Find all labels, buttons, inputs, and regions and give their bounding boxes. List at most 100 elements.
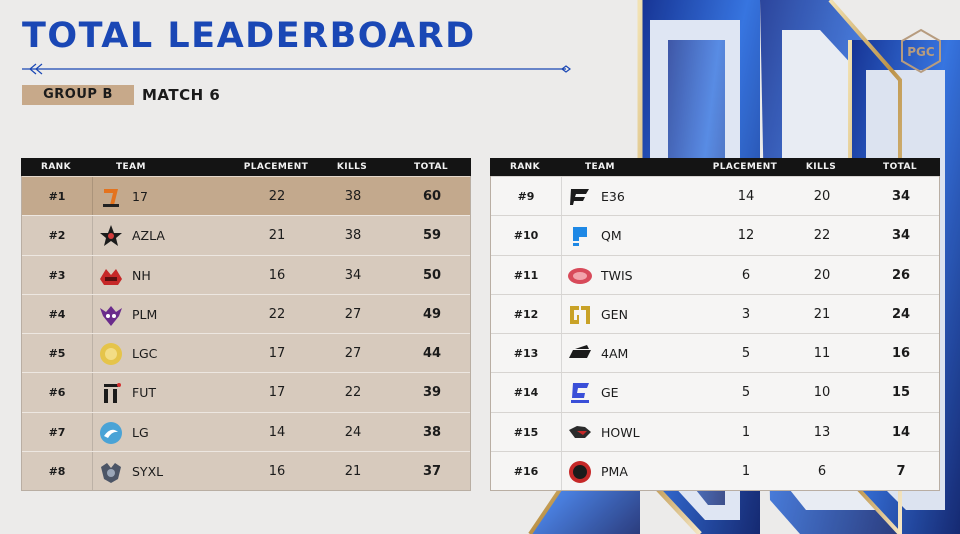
team-name: TWIS bbox=[601, 267, 633, 283]
total-cell: 50 bbox=[422, 267, 442, 283]
total-cell: 44 bbox=[422, 346, 442, 361]
team-name: FUT bbox=[132, 385, 156, 401]
placement-cell: 16 bbox=[268, 267, 286, 283]
total-cell: 15 bbox=[891, 385, 911, 401]
kills-cell: 38 bbox=[344, 189, 362, 204]
table-row: #11 TWIS 6 20 26 bbox=[491, 254, 939, 294]
kills-cell: 6 bbox=[817, 463, 827, 479]
placement-cell: 22 bbox=[268, 306, 286, 322]
placement-cell: 17 bbox=[268, 385, 286, 401]
table-row: #13 4AM 5 11 16 bbox=[491, 333, 939, 373]
total-cell: 59 bbox=[422, 228, 442, 244]
table-header: RANK TEAM PLACEMENT KILLS TOTAL bbox=[490, 158, 940, 176]
ge-logo-icon bbox=[571, 383, 589, 404]
team-name: GE bbox=[601, 385, 619, 401]
column-header-team: TEAM bbox=[585, 162, 615, 172]
kills-cell: 27 bbox=[344, 306, 362, 322]
team-name: HOWL bbox=[601, 424, 640, 440]
twis-logo-icon bbox=[568, 267, 592, 284]
placement-cell: 12 bbox=[737, 228, 755, 244]
gen-logo-icon bbox=[570, 305, 590, 324]
rank-cell: #14 bbox=[513, 386, 539, 400]
table-row: #8 SYXL 16 21 37 bbox=[22, 450, 470, 490]
table-row: #6 FUT 17 22 39 bbox=[22, 372, 470, 412]
kills-cell: 34 bbox=[344, 267, 362, 283]
match-label: MATCH 6 bbox=[142, 86, 221, 104]
page-title: TOTAL LEADERBOARD bbox=[22, 16, 476, 56]
column-header-placement: PLACEMENT bbox=[243, 162, 309, 172]
kills-cell: 11 bbox=[813, 346, 831, 361]
team-name: QM bbox=[601, 228, 622, 244]
total-cell: 7 bbox=[896, 463, 906, 479]
column-header-total: TOTAL bbox=[414, 162, 448, 172]
rank-cell: #9 bbox=[517, 190, 535, 203]
team-name: LGC bbox=[132, 346, 158, 361]
team-name: LG bbox=[132, 424, 149, 440]
rank-cell: #15 bbox=[513, 425, 539, 439]
kills-cell: 22 bbox=[813, 228, 831, 244]
e36-logo-icon bbox=[570, 189, 589, 205]
table-row: #10 QM 12 22 34 bbox=[491, 215, 939, 255]
table-row: #7 LG 14 24 38 bbox=[22, 411, 470, 451]
total-cell: 49 bbox=[422, 306, 442, 322]
column-header-kills: KILLS bbox=[336, 162, 368, 172]
total-cell: 38 bbox=[422, 424, 442, 440]
table-header: RANK TEAM PLACEMENT KILLS TOTAL bbox=[21, 158, 471, 176]
leaderboard-left: RANK TEAM PLACEMENT KILLS TOTAL #1 17 22… bbox=[21, 158, 471, 491]
placement-cell: 17 bbox=[268, 346, 286, 361]
rank-cell: #7 bbox=[48, 425, 66, 439]
rank-cell: #6 bbox=[48, 386, 66, 400]
placement-cell: 5 bbox=[741, 346, 751, 361]
team-name: PLM bbox=[132, 306, 158, 322]
table-row: #12 GEN 3 21 24 bbox=[491, 293, 939, 333]
table-row: #15 HOWL 1 13 14 bbox=[491, 411, 939, 451]
rank-cell: #4 bbox=[48, 307, 66, 321]
table-row: #3 NH 16 34 50 bbox=[22, 254, 470, 294]
nh-logo-icon bbox=[100, 268, 122, 285]
lg-logo-icon bbox=[100, 421, 122, 444]
kills-cell: 20 bbox=[813, 267, 831, 283]
team-name: AZLA bbox=[132, 228, 165, 244]
total-cell: 16 bbox=[891, 346, 911, 361]
column-header-team: TEAM bbox=[116, 162, 146, 172]
howl-logo-icon bbox=[569, 425, 591, 438]
placement-cell: 1 bbox=[741, 424, 751, 440]
table-row: #4 PLM 22 27 49 bbox=[22, 293, 470, 333]
column-header-rank: RANK bbox=[40, 162, 71, 172]
plm-skull-logo-icon bbox=[100, 305, 122, 326]
total-cell: 24 bbox=[891, 306, 911, 322]
team-name: 4AM bbox=[601, 346, 629, 361]
team-name: PMA bbox=[601, 463, 628, 479]
kills-cell: 38 bbox=[344, 228, 362, 244]
placement-cell: 14 bbox=[268, 424, 286, 440]
total-cell: 39 bbox=[422, 385, 442, 401]
rank-cell: #3 bbox=[48, 268, 66, 282]
syxl-logo-icon bbox=[101, 462, 121, 483]
kills-cell: 24 bbox=[344, 424, 362, 440]
total-cell: 26 bbox=[891, 267, 911, 283]
table-row: #14 GE 5 10 15 bbox=[491, 372, 939, 412]
table-row: #16 PMA 1 6 7 bbox=[491, 450, 939, 490]
table-row: #1 17 22 38 60 bbox=[22, 176, 470, 216]
total-cell: 60 bbox=[422, 189, 442, 204]
pgc-logo-text: PGC bbox=[907, 45, 935, 59]
kills-cell: 21 bbox=[344, 463, 362, 479]
kills-cell: 13 bbox=[813, 424, 831, 440]
total-cell: 34 bbox=[891, 228, 911, 244]
rank-cell: #16 bbox=[513, 464, 539, 478]
rank-cell: #13 bbox=[513, 347, 539, 360]
lgc-logo-icon bbox=[100, 343, 122, 365]
total-cell: 34 bbox=[891, 189, 911, 204]
placement-cell: 6 bbox=[741, 267, 751, 283]
pma-logo-icon bbox=[569, 460, 591, 483]
placement-cell: 14 bbox=[737, 189, 755, 204]
rank-cell: #5 bbox=[48, 347, 66, 360]
rank-cell: #2 bbox=[48, 229, 66, 243]
placement-cell: 16 bbox=[268, 463, 286, 479]
column-header-rank: RANK bbox=[509, 162, 540, 172]
qm-logo-icon bbox=[573, 227, 587, 247]
placement-cell: 3 bbox=[741, 306, 751, 322]
17-gaming-logo-icon bbox=[103, 189, 119, 207]
column-header-placement: PLACEMENT bbox=[712, 162, 778, 172]
title-underline-arrow bbox=[22, 63, 571, 75]
